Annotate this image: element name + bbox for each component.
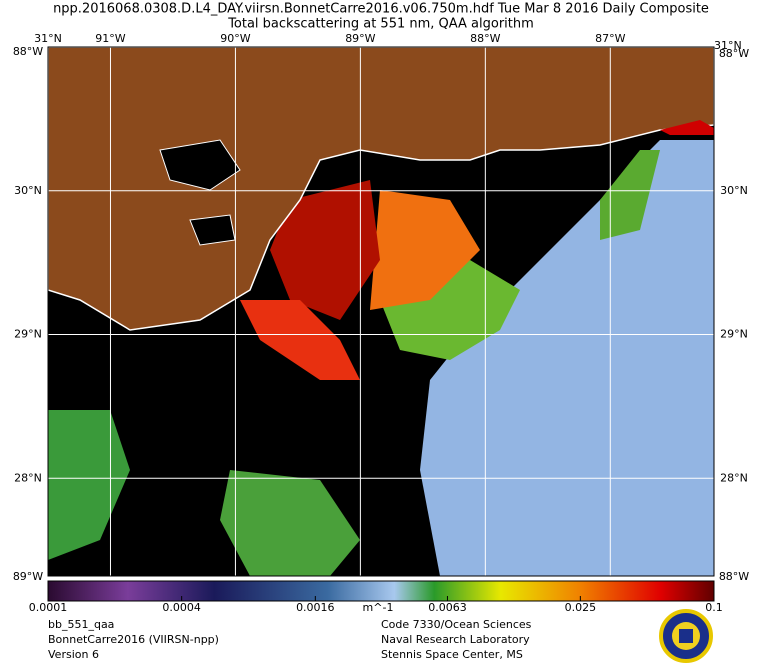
lon-label: 89°W bbox=[345, 32, 375, 45]
colorbar-label: 0.0001 bbox=[29, 601, 68, 614]
colorbar-ticks bbox=[47, 596, 715, 601]
subtitle: Total backscattering at 551 nm, QAA algo… bbox=[227, 17, 534, 32]
corner-label: 88°W bbox=[719, 570, 749, 583]
footer-center: Code 7330/Ocean Sciences bbox=[381, 618, 532, 631]
lat-label: 28°N bbox=[720, 471, 748, 484]
lat-label: 29°N bbox=[720, 328, 748, 341]
plume-green bbox=[48, 410, 130, 560]
map-image bbox=[48, 47, 714, 576]
lon-label: 87°W bbox=[595, 32, 625, 45]
plume-red bbox=[660, 120, 714, 135]
lat-label: 29°N bbox=[14, 328, 42, 341]
nrl-logo bbox=[659, 609, 713, 663]
lon-label: 88°W bbox=[470, 32, 500, 45]
map-frame bbox=[47, 46, 715, 577]
title: npp.2016068.0308.D.L4_DAY.viirsn.BonnetC… bbox=[53, 2, 709, 17]
plume-green bbox=[220, 470, 360, 576]
colorbar-label: 0.0016 bbox=[296, 601, 335, 614]
graticule bbox=[48, 47, 714, 576]
footer-left: BonnetCarre2016 (VIIRSN-npp) bbox=[48, 633, 219, 646]
footer-center: Stennis Space Center, MS bbox=[381, 648, 523, 661]
lat-label: 28°N bbox=[14, 471, 42, 484]
corner-label: 31°N bbox=[714, 39, 742, 52]
corner-label: 89°W bbox=[13, 570, 43, 583]
corner-label: 31°N bbox=[34, 32, 62, 45]
plume-orange bbox=[370, 190, 480, 310]
colorbar bbox=[47, 580, 715, 602]
plume-red bbox=[270, 180, 380, 320]
plume-red bbox=[240, 300, 360, 380]
footer-center: Naval Research Laboratory bbox=[381, 633, 530, 646]
corner-label: 88°W bbox=[13, 45, 43, 58]
clear-water bbox=[420, 140, 714, 576]
colorbar-label: 0.025 bbox=[565, 601, 597, 614]
corner-label: 88°W bbox=[719, 47, 749, 60]
lat-label: 30°N bbox=[720, 184, 748, 197]
footer-left: Version 6 bbox=[48, 648, 99, 661]
colorbar-label: 0.1 bbox=[705, 601, 723, 614]
plume-green bbox=[600, 150, 660, 240]
colorbar-label: 0.0063 bbox=[428, 601, 467, 614]
lon-label: 90°W bbox=[220, 32, 250, 45]
colorbar-label: 0.0004 bbox=[162, 601, 201, 614]
footer-left: bb_551_qaa bbox=[48, 618, 114, 631]
lon-label: 91°W bbox=[95, 32, 125, 45]
colorbar-unit: m^-1 bbox=[363, 601, 394, 614]
lat-label: 30°N bbox=[14, 184, 42, 197]
